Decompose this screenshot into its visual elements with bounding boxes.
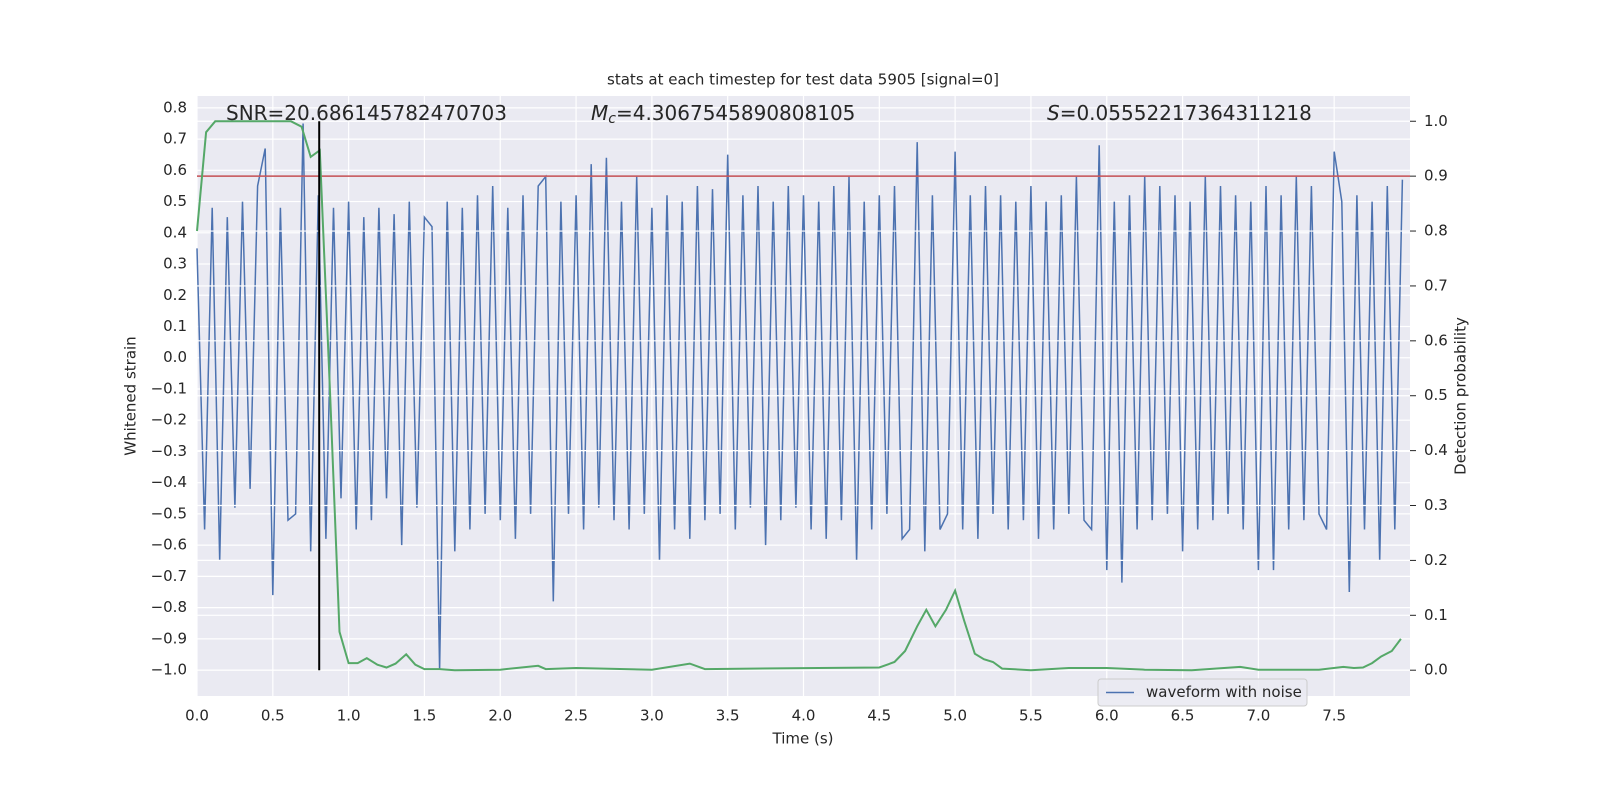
y-tick-label: −0.3 bbox=[151, 442, 187, 460]
x-tick-label: 7.5 bbox=[1322, 707, 1346, 725]
y-tick-label: −0.2 bbox=[151, 411, 187, 429]
y-tick-label: −0.9 bbox=[151, 629, 187, 647]
y-tick-label: −0.1 bbox=[151, 379, 187, 397]
y-tick-label: −0.5 bbox=[151, 504, 187, 522]
x-tick-label: 2.0 bbox=[488, 707, 512, 725]
y-tick-label: 0.8 bbox=[163, 98, 187, 116]
x-tick-label: 1.5 bbox=[413, 707, 437, 725]
annotation: SNR=20.686145782470703 bbox=[226, 101, 507, 125]
y2-tick-label: 0.9 bbox=[1424, 167, 1448, 185]
annotation-symbol: M bbox=[591, 101, 608, 125]
x-tick-label: 7.0 bbox=[1246, 707, 1270, 725]
y2-axis-label: Detection probability bbox=[1452, 317, 1470, 475]
y-tick-label: 0.2 bbox=[163, 286, 187, 304]
x-tick-label: 4.5 bbox=[867, 707, 891, 725]
y-tick-label: −0.8 bbox=[151, 598, 187, 616]
x-tick-label: 0.5 bbox=[261, 707, 285, 725]
x-tick-label: 6.5 bbox=[1171, 707, 1195, 725]
legend-box bbox=[1097, 678, 1308, 707]
chart-title: stats at each timestep for test data 590… bbox=[607, 71, 999, 89]
x-tick-label: 5.0 bbox=[943, 707, 967, 725]
x-tick-label: 1.0 bbox=[337, 707, 361, 725]
y-tick-label: 0.6 bbox=[163, 161, 187, 179]
y2-tick-label: 0.2 bbox=[1424, 551, 1448, 569]
y2-tick-label: 0.1 bbox=[1424, 606, 1448, 624]
y-tick-label: 0.4 bbox=[163, 223, 187, 241]
annotation-text: =4.3067545890808105 bbox=[616, 101, 855, 125]
x-tick-label: 2.5 bbox=[564, 707, 588, 725]
y2-tick-label: 0.5 bbox=[1424, 386, 1448, 404]
y-tick-label: 0.1 bbox=[163, 317, 187, 335]
y2-tick-label: 0.0 bbox=[1424, 661, 1448, 679]
x-tick-label: 0.0 bbox=[185, 707, 209, 725]
y2-tick-label: 0.7 bbox=[1424, 276, 1448, 294]
annotation-text: =0.05552217364311218 bbox=[1060, 101, 1312, 125]
y2-tick-label: 0.3 bbox=[1424, 496, 1448, 514]
x-tick-label: 5.5 bbox=[1019, 707, 1043, 725]
x-tick-label: 4.0 bbox=[792, 707, 816, 725]
probability-line bbox=[196, 120, 1402, 672]
y-tick-label: −0.6 bbox=[151, 536, 187, 554]
y2-tick-label: 0.4 bbox=[1424, 441, 1448, 459]
y-tick-label: 0.3 bbox=[163, 255, 187, 273]
y-tick-label: −0.7 bbox=[151, 567, 187, 585]
y-tick-label: 0.5 bbox=[163, 192, 187, 210]
annotation: S=0.05552217364311218 bbox=[1047, 101, 1312, 125]
y2-tick-label: 0.6 bbox=[1424, 331, 1448, 349]
legend-label: waveform with noise bbox=[1146, 683, 1302, 701]
over-layer: waveform with noise bbox=[196, 120, 1416, 707]
annotation-text: SNR=20.686145782470703 bbox=[226, 101, 507, 125]
y2-tick-label: 1.0 bbox=[1424, 112, 1448, 130]
y-tick-label: −0.4 bbox=[151, 473, 187, 491]
y2-tick-label: 0.8 bbox=[1424, 222, 1448, 240]
waveform-line bbox=[196, 123, 1404, 671]
annotation-symbol: S bbox=[1047, 101, 1060, 125]
x-axis-label: Time (s) bbox=[772, 730, 834, 748]
x-tick-label: 6.0 bbox=[1095, 707, 1119, 725]
x-tick-label: 3.5 bbox=[716, 707, 740, 725]
x-tick-label: 3.0 bbox=[640, 707, 664, 725]
y-tick-label: 0.0 bbox=[163, 348, 187, 366]
y-tick-label: −1.0 bbox=[151, 661, 187, 679]
annotation: Mc=4.3067545890808105 bbox=[591, 101, 855, 128]
y-tick-label: 0.7 bbox=[163, 130, 187, 148]
y-axis-label: Whitened strain bbox=[122, 336, 140, 455]
annotation-subscript: c bbox=[608, 111, 616, 127]
